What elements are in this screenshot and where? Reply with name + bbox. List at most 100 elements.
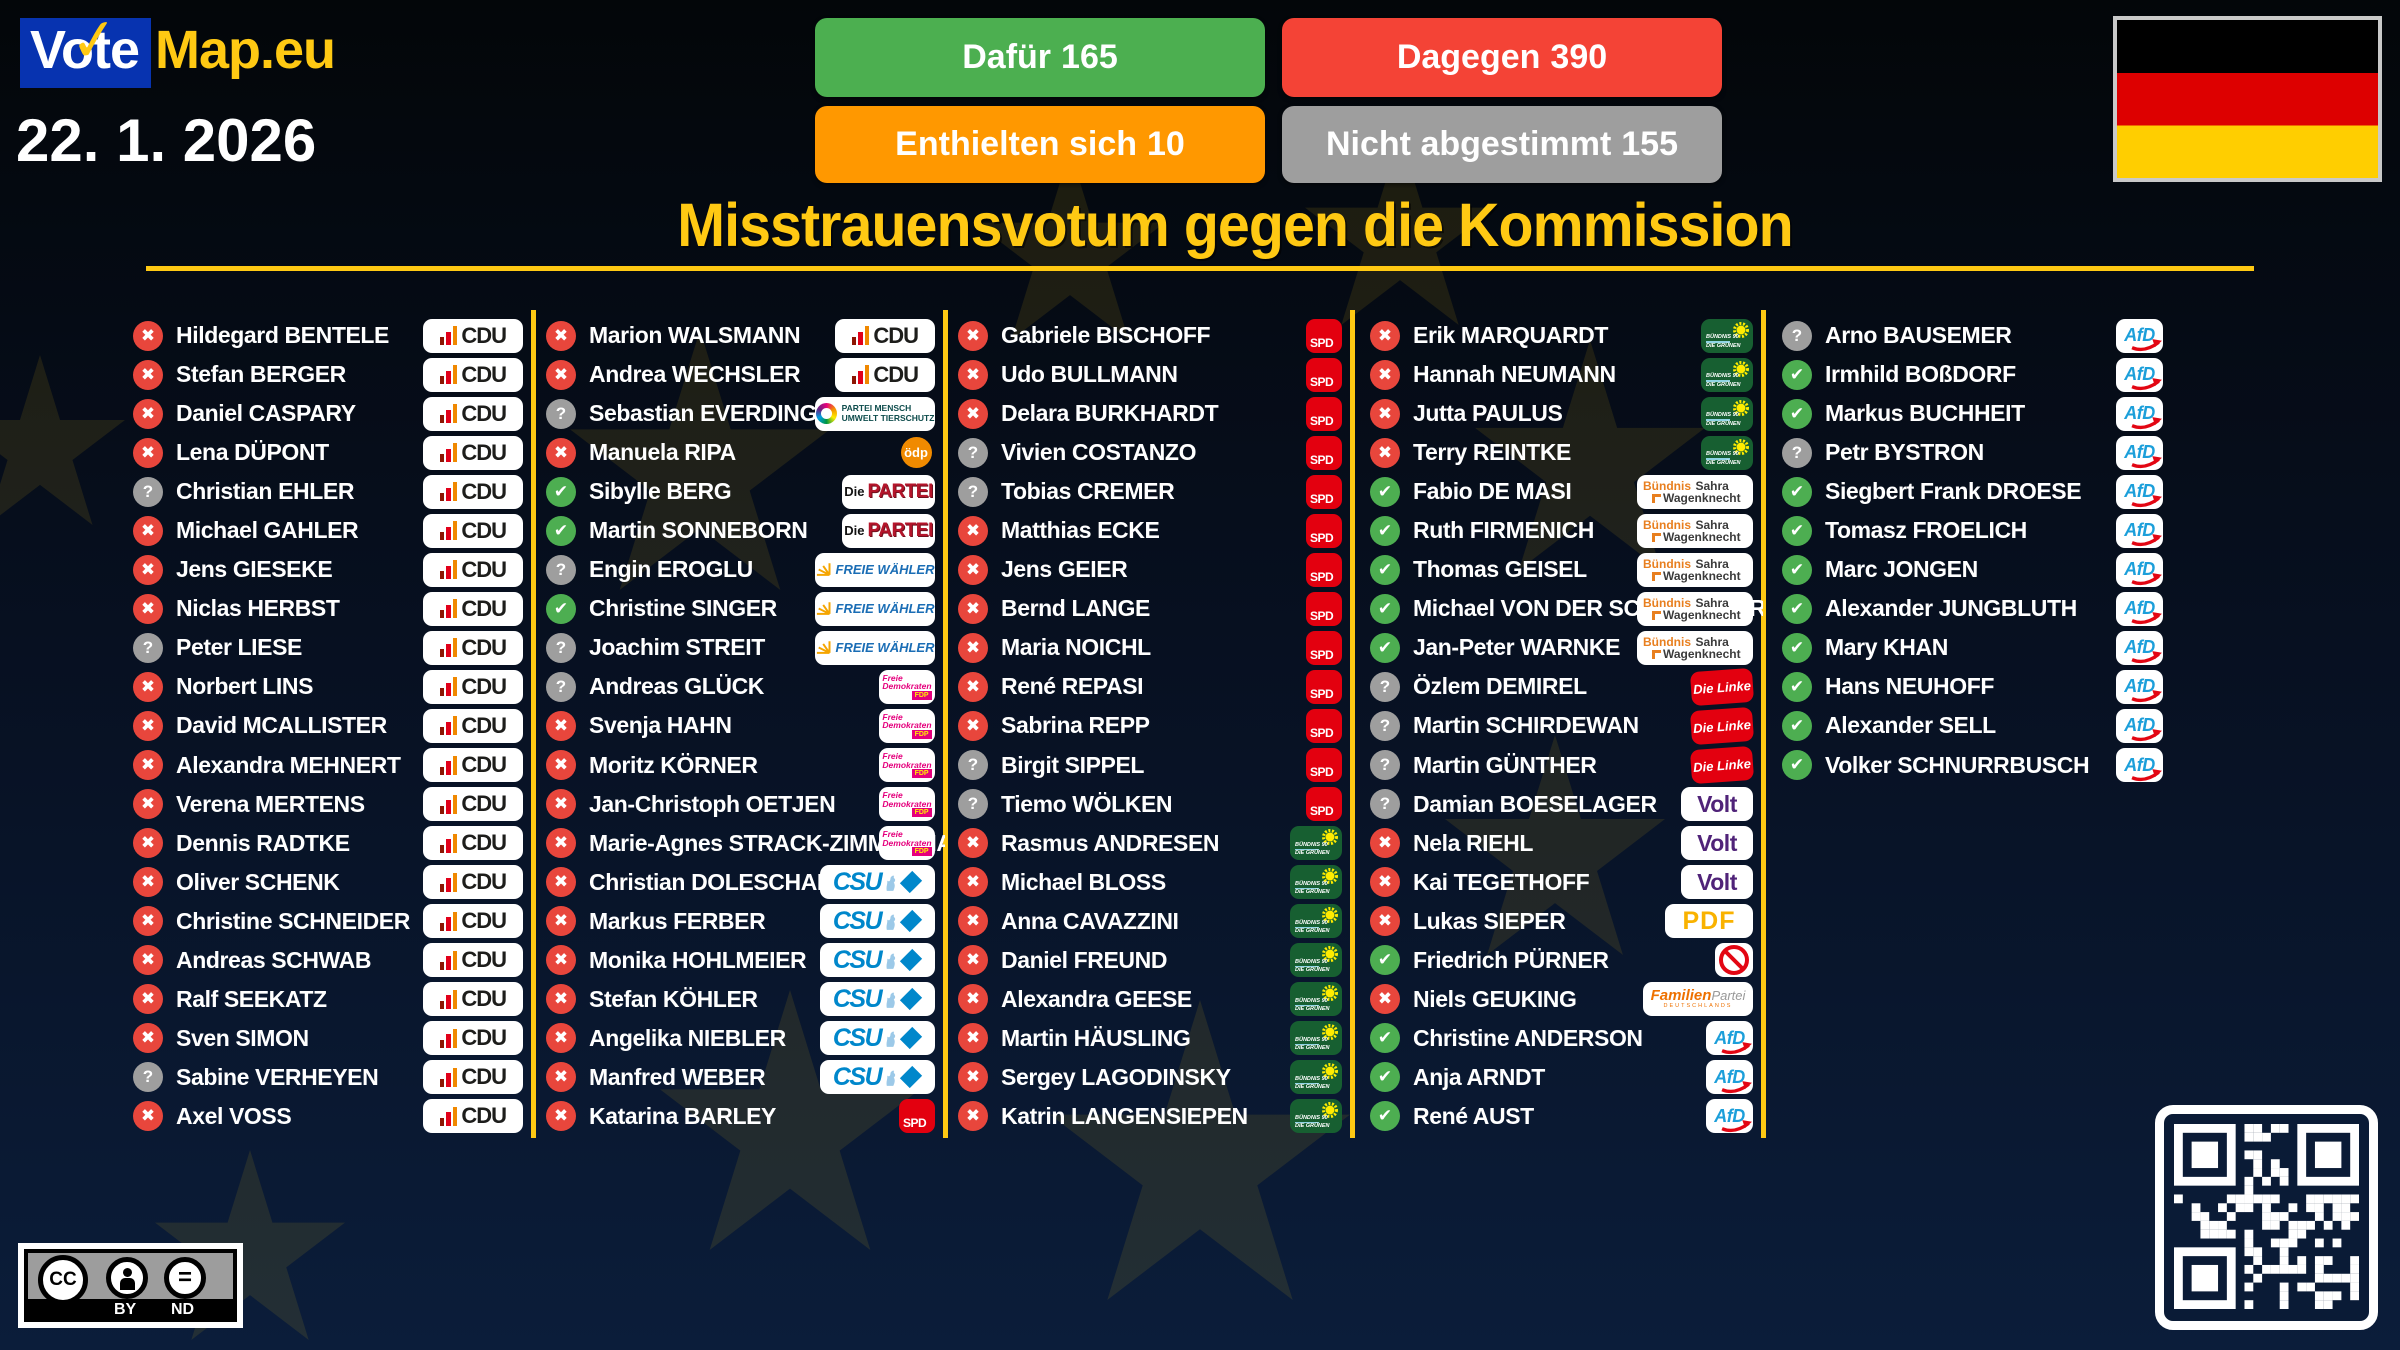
party-logo-fdp: Freie Demokraten FDP bbox=[879, 669, 935, 704]
party-logo-csu: CSU bbox=[820, 943, 935, 978]
mep-name: Erik MARQUARDT bbox=[1413, 322, 1609, 349]
mep-row: ✔ Friedrich PÜRNER bbox=[1370, 941, 1763, 980]
vote-against-icon: ✖ bbox=[958, 515, 988, 546]
title-divider bbox=[146, 266, 2254, 271]
site-logo-vote-text: Vote bbox=[30, 20, 140, 80]
party-logo-spd: SPD bbox=[1306, 435, 1342, 470]
party-label-text: AfD bbox=[2124, 598, 2155, 619]
result-novote-label: Nicht abgestimmt bbox=[1326, 125, 1612, 163]
result-button-against[interactable]: Dagegen 390 bbox=[1282, 18, 1722, 97]
result-button-for[interactable]: Dafür 165 bbox=[815, 18, 1265, 97]
mep-row: ✔ Christine ANDERSON AfD bbox=[1370, 1019, 1763, 1058]
party-logo-linke: Die Linke bbox=[1689, 706, 1755, 746]
mep-row: ✖ Norbert LINS CDU bbox=[133, 667, 533, 706]
party-logo-cdu: CDU bbox=[423, 1060, 523, 1095]
vote-column-2: ✖ Marion WALSMANN CDU ✖ Andrea WECHSLER CDU? S… bbox=[546, 316, 945, 1136]
mep-row: ✖ Martin HÄUSLING BÜNDNIS 90 DIE GRÜNEN bbox=[958, 1019, 1352, 1058]
mep-row: ✔ Alexander SELL AfD bbox=[1782, 706, 2173, 745]
cdu-bars-icon bbox=[439, 1067, 458, 1087]
stripe-icon bbox=[1295, 965, 1319, 968]
result-button-novote[interactable]: Nicht abgestimmt 155 bbox=[1282, 106, 1722, 183]
vote-against-icon: ✖ bbox=[1370, 867, 1400, 898]
swoosh-arrow-icon bbox=[1721, 1041, 1753, 1055]
mep-row: ✖ Stefan BERGER CDU bbox=[133, 355, 533, 394]
cdu-bars-icon bbox=[439, 989, 458, 1009]
mep-name: Hans NEUHOFF bbox=[1825, 673, 1994, 700]
vote-against-icon: ✖ bbox=[546, 984, 576, 1015]
vote-against-icon: ✖ bbox=[546, 945, 576, 976]
party-label: CDU bbox=[461, 986, 507, 1012]
vote-against-icon: ✖ bbox=[958, 359, 988, 390]
site-logo[interactable]: Vote ✓ Map.eu bbox=[20, 6, 336, 88]
party-label-line: Demokraten bbox=[882, 837, 932, 848]
party-label-line: Wagenknecht bbox=[1643, 492, 1741, 504]
mep-row: ✖ Hildegard BENTELE CDU bbox=[133, 316, 533, 355]
party-label-part: Bündnis bbox=[1643, 595, 1691, 610]
party-logo-afd: AfD bbox=[2116, 513, 2163, 548]
mep-name: Arno BAUSEMER bbox=[1825, 322, 2012, 349]
party-label: PDF bbox=[1682, 906, 1736, 935]
mep-name: Nela RIEHL bbox=[1413, 829, 1533, 856]
party-label: FREIE WÄHLER bbox=[835, 562, 935, 578]
checkmark-icon: ✓ bbox=[66, 5, 121, 76]
party-label: BÜNDNIS 90 DIE GRÜNEN bbox=[1295, 1076, 1330, 1090]
mep-name: Verena MERTENS bbox=[176, 790, 365, 817]
mep-row: ? Petr BYSTRON AfD bbox=[1782, 433, 2173, 472]
mep-name: Andreas GLÜCK bbox=[589, 673, 764, 700]
party-label-line: Bündnis Sahra bbox=[1643, 636, 1729, 648]
result-against-count: 390 bbox=[1550, 38, 1608, 76]
vote-column-3: ✖ Gabriele BISCHOFF SPD ✖ Udo BULLMANN SPD ✖ De… bbox=[958, 316, 1352, 1136]
party-label-line: Freie bbox=[882, 672, 903, 683]
vote-for-icon: ✔ bbox=[1782, 359, 1812, 390]
diamond-icon bbox=[900, 988, 923, 1011]
vote-against-icon: ✖ bbox=[133, 320, 163, 351]
mep-row: ? Tiemo WÖLKEN SPD bbox=[958, 785, 1352, 824]
party-logo-spd: SPD bbox=[1306, 708, 1342, 743]
vote-against-icon: ✖ bbox=[133, 359, 163, 390]
party-label-line: BÜNDNIS 90 bbox=[1295, 1114, 1328, 1121]
vote-against-icon: ✖ bbox=[546, 437, 576, 468]
party-logo-cdu: CDU bbox=[423, 943, 523, 978]
party-label-line: BÜNDNIS 90 bbox=[1295, 919, 1328, 926]
mep-name: Michael BLOSS bbox=[1001, 868, 1166, 895]
party-label-line: BÜNDNIS 90 bbox=[1295, 997, 1328, 1004]
germany-flag bbox=[2113, 16, 2382, 182]
vote-for-icon: ✔ bbox=[546, 593, 576, 624]
party-label-part: Sahra bbox=[1695, 478, 1729, 493]
vote-for-icon: ✔ bbox=[1370, 476, 1400, 507]
party-logo-afd: AfD bbox=[1706, 1099, 1753, 1134]
cdu-bars-icon bbox=[439, 1028, 458, 1048]
mep-name: Christine SINGER bbox=[589, 595, 777, 622]
column-separator bbox=[531, 310, 536, 1138]
cc-by-nd-license-badge[interactable]: CC = BY ND bbox=[18, 1243, 243, 1328]
result-button-abstain[interactable]: Enthielten sich 10 bbox=[815, 106, 1265, 183]
party-label-line: DIE GRÜNEN bbox=[1706, 381, 1741, 388]
mep-row: ✔ Mary KHAN AfD bbox=[1782, 628, 2173, 667]
mep-name: Tiemo WÖLKEN bbox=[1001, 790, 1173, 817]
party-label-text: AfD bbox=[2124, 481, 2155, 502]
party-label: SPD bbox=[1310, 686, 1334, 701]
party-logo-cdu: CDU bbox=[423, 552, 523, 587]
party-label-chip: FDP bbox=[911, 847, 932, 857]
party-logo-bsw: Bündnis Sahra Wagenknecht bbox=[1637, 552, 1753, 587]
party-logo-diepartei: Die PARTEI bbox=[842, 474, 935, 509]
mep-name: Michael GAHLER bbox=[176, 517, 359, 544]
swoosh-arrow-icon bbox=[2131, 572, 2163, 586]
party-logo-cdu: CDU bbox=[835, 357, 935, 392]
party-label-line: Bündnis Sahra bbox=[1643, 519, 1729, 531]
vote-column-4: ✖ Erik MARQUARDT BÜNDNIS 90 DIE GRÜNEN ✖ Hann… bbox=[1370, 316, 1763, 1136]
mep-row: ✖ Sven SIMON CDU bbox=[133, 1019, 533, 1058]
party-logo-afd: AfD bbox=[1706, 1021, 1753, 1056]
party-label: Freie Demokraten FDP bbox=[882, 791, 932, 818]
mep-row: ✖ Sabrina REPP SPD bbox=[958, 706, 1352, 745]
vote-against-icon: ✖ bbox=[546, 789, 576, 820]
vote-against-icon: ✖ bbox=[546, 906, 576, 937]
mep-row: ? Tobias CREMER SPD bbox=[958, 472, 1352, 511]
party-label-text: AfD bbox=[2124, 637, 2155, 658]
party-label-line: DIE GRÜNEN bbox=[1295, 850, 1330, 857]
mep-row: ✖ Christine SCHNEIDER CDU bbox=[133, 902, 533, 941]
party-logo-gruene: BÜNDNIS 90 DIE GRÜNEN bbox=[1290, 943, 1342, 978]
rainbow-hand-icon bbox=[815, 403, 837, 425]
vote-against-icon: ✖ bbox=[958, 828, 988, 859]
party-label: AfD bbox=[2124, 559, 2162, 586]
